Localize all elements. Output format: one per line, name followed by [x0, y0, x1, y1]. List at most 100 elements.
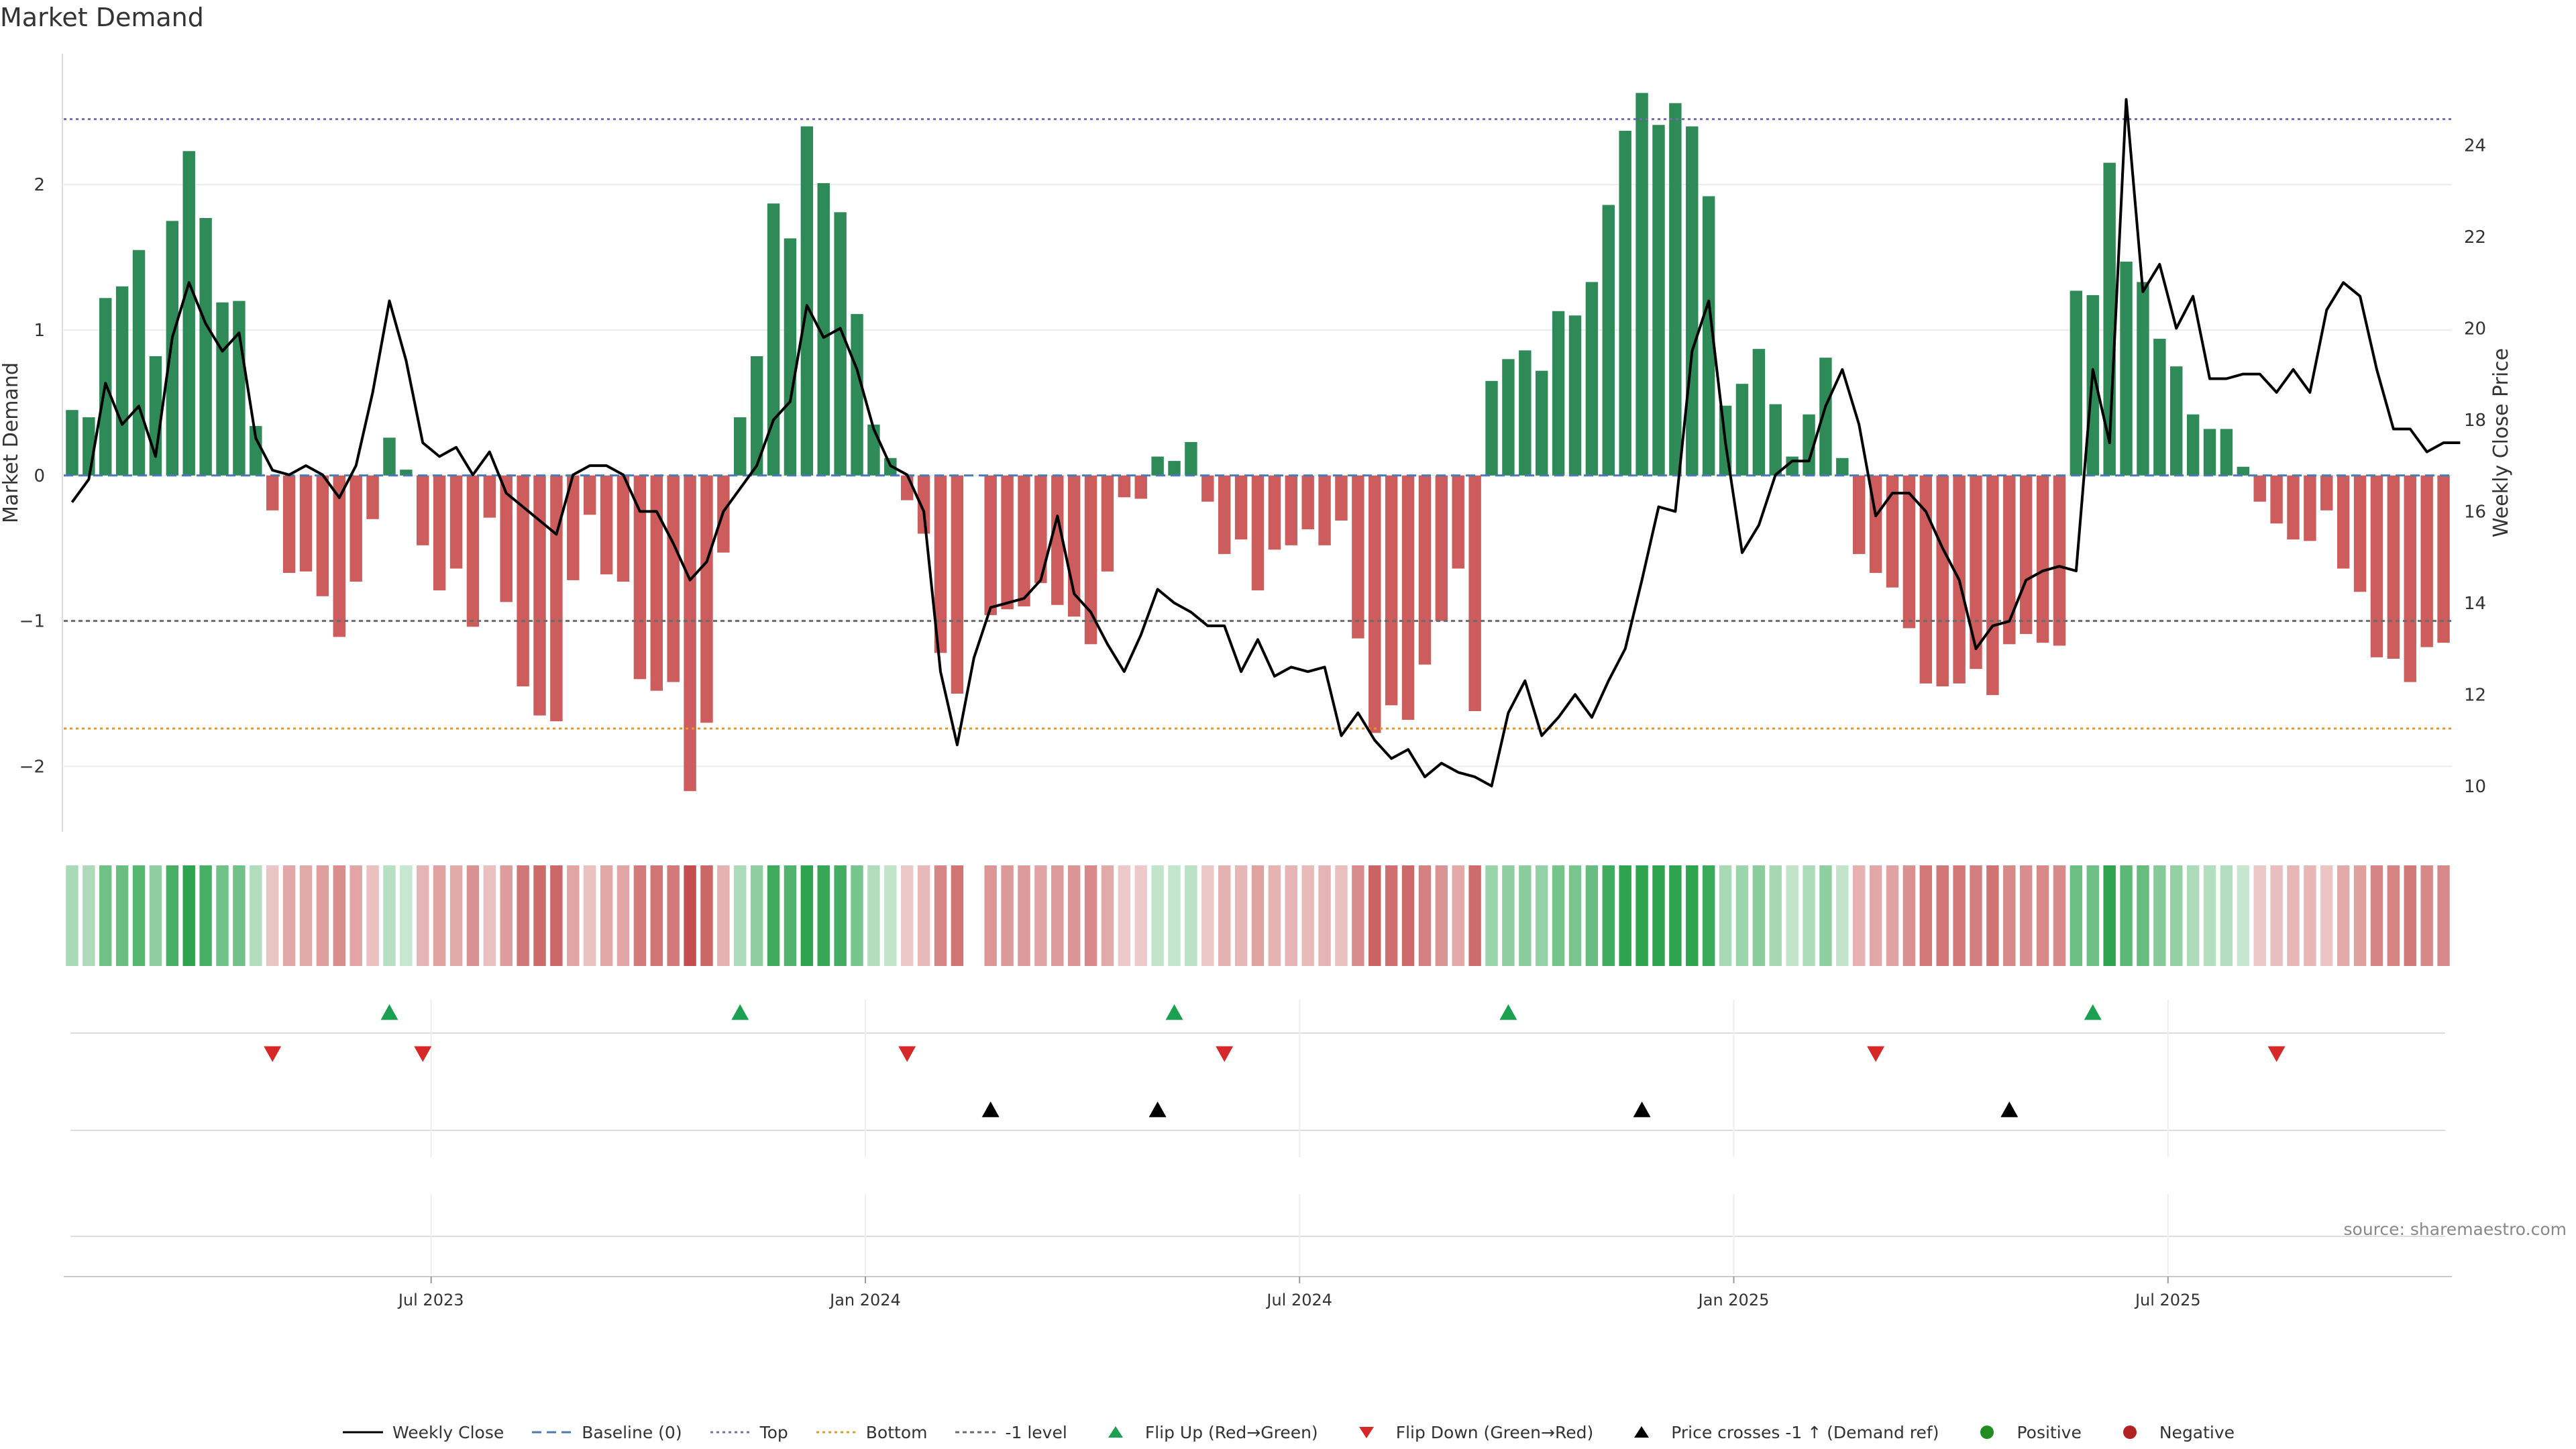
- heat-cell: [500, 865, 513, 966]
- demand-bar: [800, 126, 814, 476]
- legend-label: Flip Up (Red→Green): [1144, 1422, 1318, 1442]
- heat-cell: [400, 865, 413, 966]
- heat-cell: [2070, 865, 2083, 966]
- heat-cell: [1635, 865, 1648, 966]
- heat-cell: [1051, 865, 1064, 966]
- demand-bar: [633, 475, 647, 680]
- x-tick-label: Jul 2024: [1265, 1291, 1332, 1309]
- heat-cell: [1268, 865, 1281, 966]
- heat-cell: [2086, 865, 2099, 966]
- demand-bar: [266, 475, 279, 511]
- demand-bar: [1902, 475, 1916, 629]
- heat-cell: [1752, 865, 1766, 966]
- demand-bar: [400, 470, 413, 476]
- heat-cell: [1552, 865, 1565, 966]
- legend-label: Weekly Close: [392, 1422, 504, 1442]
- heat-cell: [734, 865, 747, 966]
- demand-bar: [583, 475, 596, 515]
- y-right-tick-label: 12: [2464, 685, 2486, 705]
- demand-bar: [1084, 475, 1097, 645]
- demand-bar: [1034, 475, 1047, 584]
- heat-cell: [1619, 865, 1631, 966]
- demand-bar: [533, 475, 546, 716]
- legend-label: Flip Down (Green→Red): [1395, 1422, 1594, 1442]
- demand-bar: [1986, 475, 1999, 696]
- legend-item-top: Top: [709, 1423, 788, 1442]
- y-right-tick-label: 22: [2464, 227, 2486, 248]
- heat-cell: [1168, 865, 1181, 966]
- heat-cell: [1502, 865, 1515, 966]
- heat-cell: [1368, 865, 1381, 966]
- demand-bar: [750, 356, 763, 476]
- demand-bar: [667, 475, 680, 682]
- heat-cell: [1719, 865, 1732, 966]
- heat-cell: [684, 865, 696, 966]
- demand-bar: [299, 475, 313, 572]
- heat-cell: [282, 865, 296, 966]
- flip-down-marker: [1216, 1046, 1234, 1062]
- heat-cell: [2437, 865, 2450, 966]
- heat-cell: [417, 865, 429, 966]
- heat-cell: [1986, 865, 1999, 966]
- heat-cell: [2253, 865, 2266, 966]
- demand-bar: [2070, 290, 2083, 476]
- demand-bars-layer: [66, 93, 2450, 792]
- heat-cell: [2404, 865, 2416, 966]
- demand-bar: [984, 475, 997, 615]
- legend-item-bottom: Bottom: [815, 1423, 927, 1442]
- heat-cell: [1652, 865, 1665, 966]
- demand-bar: [282, 475, 296, 574]
- heat-cell: [1485, 865, 1498, 966]
- flip-up-marker: [1165, 1004, 1183, 1020]
- demand-bar: [449, 475, 463, 569]
- demand-bar: [2019, 475, 2033, 635]
- y-right-tick-label: 14: [2464, 594, 2486, 614]
- heat-cell: [1585, 865, 1599, 966]
- heat-cell: [1067, 865, 1081, 966]
- top-legend-swatch: [710, 1431, 751, 1434]
- demand-bar: [383, 437, 396, 476]
- demand-bar: [817, 182, 830, 476]
- heat-cell: [834, 865, 847, 966]
- legend-item-dot_neg: Negative: [2108, 1423, 2235, 1442]
- demand-bar: [1735, 384, 1749, 476]
- heat-cell: [1853, 865, 1866, 966]
- heat-cell: [1034, 865, 1047, 966]
- heat-cell: [1185, 865, 1197, 966]
- heat-cell: [2237, 865, 2250, 966]
- demand-bar: [2253, 475, 2266, 502]
- heat-cell: [1452, 865, 1464, 966]
- demand-bar: [2153, 338, 2166, 476]
- heat-cell: [2387, 865, 2400, 966]
- heat-cell: [1468, 865, 1481, 966]
- heat-cell: [667, 865, 680, 966]
- flip-up-marker: [2084, 1004, 2102, 1020]
- demand-bar: [517, 475, 529, 687]
- heat-cell: [1919, 865, 1933, 966]
- demand-bar: [2137, 282, 2149, 476]
- demand-bar: [734, 417, 747, 476]
- heat-cell: [1318, 865, 1331, 966]
- demand-bar: [1836, 458, 1849, 476]
- heat-cell: [2287, 865, 2300, 966]
- demand-bar: [1602, 205, 1615, 476]
- demand-bar: [1301, 475, 1314, 530]
- heat-cell: [700, 865, 713, 966]
- heat-cell: [2370, 865, 2383, 966]
- heat-cell: [1335, 865, 1348, 966]
- heat-cell: [1568, 865, 1582, 966]
- heat-cell: [1285, 865, 1298, 966]
- demand-bar: [2353, 475, 2367, 592]
- heat-cell: [917, 865, 930, 966]
- demand-bar: [1401, 475, 1415, 720]
- heat-cell: [266, 865, 279, 966]
- heat-cell: [1686, 865, 1699, 966]
- y-right-tick-label: 10: [2464, 777, 2486, 797]
- demand-bar: [900, 475, 914, 500]
- demand-bar: [2404, 475, 2416, 682]
- heat-cell: [1385, 865, 1398, 966]
- heat-cell: [884, 865, 897, 966]
- heat-cell: [1602, 865, 1615, 966]
- weekly-close-layer: [70, 98, 2461, 788]
